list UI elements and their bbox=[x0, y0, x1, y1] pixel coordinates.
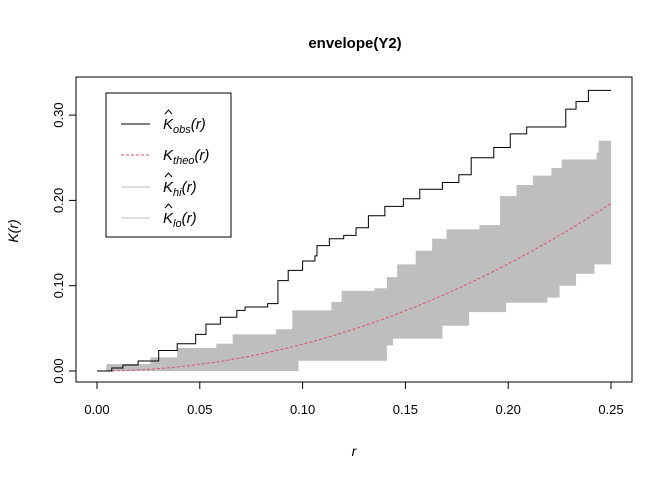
legend-hat-icon bbox=[164, 203, 173, 209]
envelope-band bbox=[97, 140, 611, 371]
x-tick-label: 0.20 bbox=[496, 402, 521, 417]
legend-hat-icon bbox=[164, 109, 173, 115]
y-axis-label: K(r) bbox=[5, 219, 21, 242]
x-tick-label: 0.00 bbox=[84, 402, 109, 417]
legend-label: Khi(r) bbox=[163, 179, 197, 199]
y-tick-label: 0.20 bbox=[51, 188, 66, 213]
y-tick-label: 0.30 bbox=[51, 102, 66, 127]
x-axis-label: r bbox=[352, 443, 358, 459]
legend-hat-icon bbox=[164, 172, 173, 178]
obs-line bbox=[97, 89, 611, 372]
x-tick-label: 0.10 bbox=[290, 402, 315, 417]
legend-box bbox=[105, 92, 232, 238]
legend-label: Kobs(r) bbox=[163, 116, 206, 136]
x-tick-label: 0.15 bbox=[393, 402, 418, 417]
x-tick-label: 0.05 bbox=[187, 402, 212, 417]
legend-label: Klo(r) bbox=[163, 210, 197, 230]
x-tick-label: 0.25 bbox=[598, 402, 623, 417]
theo-line bbox=[96, 203, 612, 372]
y-tick-label: 0.10 bbox=[51, 273, 66, 298]
legend-label: Ktheo(r) bbox=[163, 147, 209, 167]
chart-title: envelope(Y2) bbox=[308, 35, 401, 52]
y-tick-label: 0.00 bbox=[51, 358, 66, 383]
legend: Kobs(r) Ktheo(r) Khi(r) Klo(r) bbox=[105, 92, 232, 238]
